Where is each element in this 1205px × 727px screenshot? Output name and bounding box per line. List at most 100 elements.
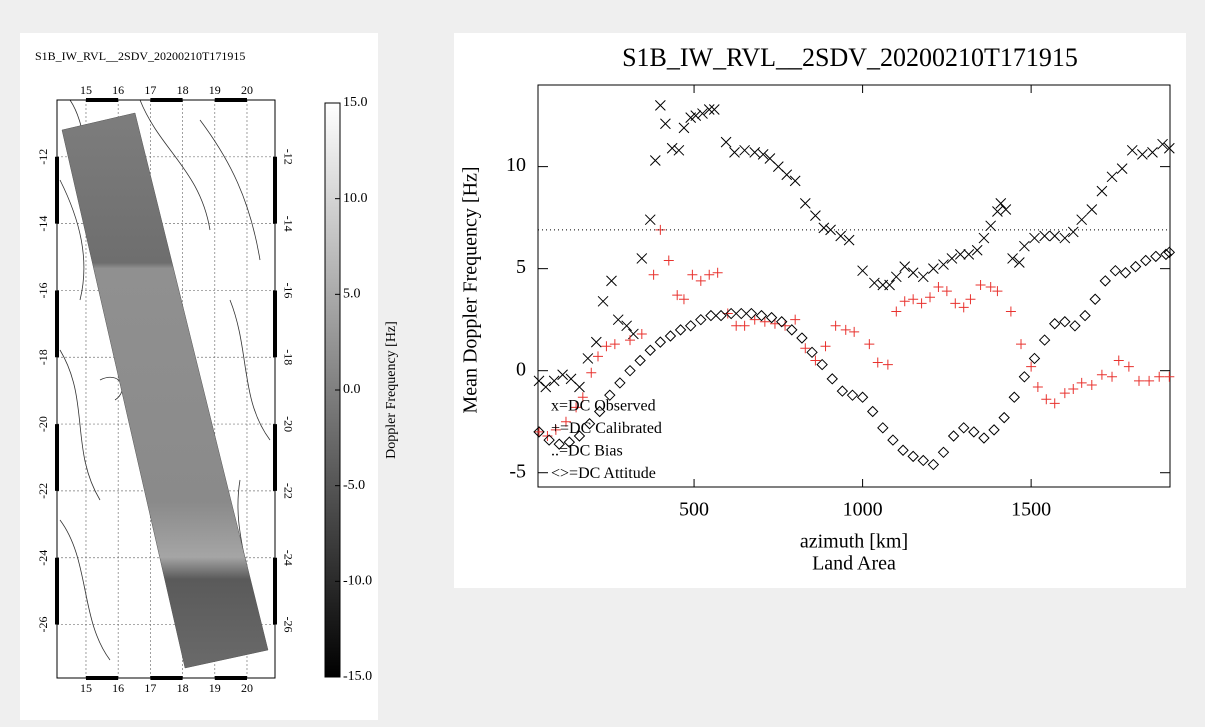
point — [636, 253, 648, 264]
colorbar-tick-label: 5.0 — [343, 287, 361, 302]
point — [998, 411, 1010, 424]
lat-tick-label: -18 — [36, 349, 50, 365]
point — [1007, 253, 1018, 264]
lat-tick-label: -14 — [36, 216, 50, 232]
lat-tick-label: -22 — [281, 483, 295, 499]
point — [864, 339, 875, 350]
point — [971, 244, 983, 256]
point — [624, 364, 636, 377]
point — [891, 306, 902, 317]
point — [534, 426, 545, 437]
point — [790, 314, 801, 325]
point — [577, 392, 588, 403]
point — [1018, 371, 1031, 383]
lon-tick-label: 16 — [112, 83, 124, 97]
point — [1032, 382, 1043, 393]
x-tick-label: 1000 — [843, 499, 883, 521]
legend-entry: ..=DC Bias — [551, 443, 623, 460]
map-title: S1B_IW_RVL__2SDV_20200210T171915 — [35, 49, 245, 63]
right-panel — [454, 33, 1186, 588]
point — [593, 405, 606, 418]
point — [992, 286, 1003, 297]
point — [1067, 226, 1079, 238]
point — [818, 222, 830, 234]
point — [625, 335, 636, 346]
point — [1119, 267, 1132, 279]
point — [749, 146, 761, 158]
lat-tick-label: -20 — [281, 416, 295, 432]
point — [916, 298, 927, 309]
point — [985, 220, 997, 232]
point — [897, 444, 909, 456]
point — [1116, 163, 1128, 175]
colorbar-tick-label: 10.0 — [343, 191, 368, 206]
point — [965, 294, 976, 305]
point — [826, 373, 838, 385]
point — [1076, 377, 1087, 388]
colorbar-tick-label: -15.0 — [343, 669, 372, 684]
lon-tick-label: 17 — [144, 83, 156, 97]
point — [666, 142, 678, 154]
lon-tick-label: 18 — [177, 83, 189, 97]
colorbar-label: Doppler Frequency [Hz] — [384, 321, 399, 459]
point — [731, 320, 742, 331]
point — [1049, 318, 1061, 330]
point — [786, 324, 798, 336]
point — [1049, 230, 1061, 242]
point — [799, 198, 811, 209]
lat-tick-label: -26 — [281, 617, 295, 633]
point — [887, 434, 899, 446]
lon-tick-label: 15 — [80, 83, 92, 97]
lon-tick-label: 17 — [144, 681, 156, 695]
point — [954, 249, 966, 260]
point — [1163, 246, 1176, 259]
point — [810, 355, 821, 366]
point — [621, 320, 633, 332]
point — [1140, 254, 1152, 267]
point — [1069, 320, 1081, 332]
point — [1099, 275, 1111, 287]
point — [995, 198, 1007, 209]
point — [800, 343, 811, 354]
point — [697, 108, 708, 119]
point — [708, 104, 720, 115]
point — [648, 269, 659, 280]
point — [1109, 264, 1122, 277]
point — [1005, 306, 1016, 317]
point — [950, 298, 961, 309]
point — [978, 432, 990, 444]
point — [927, 458, 940, 471]
point — [765, 311, 778, 324]
lon-tick-label: 16 — [112, 681, 124, 695]
point — [684, 320, 697, 332]
point — [1028, 352, 1041, 365]
point — [548, 375, 560, 387]
point — [720, 136, 732, 148]
point — [757, 149, 769, 160]
point — [573, 430, 586, 442]
point — [644, 344, 656, 356]
colorbar-tick-label: -5.0 — [343, 478, 365, 493]
point — [810, 210, 821, 221]
point — [582, 353, 594, 364]
point — [947, 430, 960, 442]
point — [739, 144, 750, 156]
point — [789, 175, 801, 187]
point — [560, 416, 571, 427]
lon-tick-label: 20 — [241, 681, 253, 695]
point — [704, 269, 715, 280]
point — [925, 292, 936, 303]
point — [1079, 309, 1091, 322]
point — [543, 434, 555, 446]
point — [614, 377, 626, 389]
point — [1113, 355, 1124, 366]
point — [1059, 316, 1071, 328]
lon-tick-label: 19 — [209, 83, 221, 97]
point — [820, 341, 831, 352]
colorbar-tick-label: 15.0 — [343, 95, 368, 110]
point — [660, 118, 671, 130]
point — [884, 279, 895, 291]
lon-tick-label: 20 — [241, 83, 253, 97]
point — [540, 381, 552, 393]
